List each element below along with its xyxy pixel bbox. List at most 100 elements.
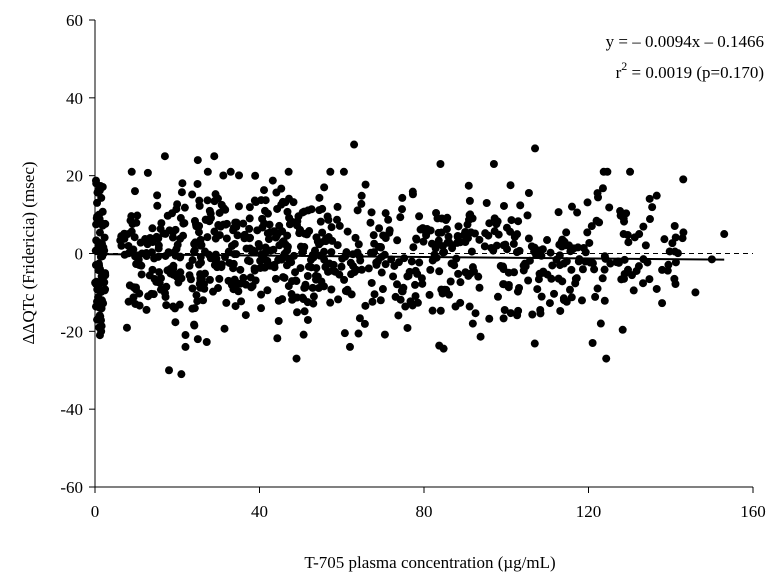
- data-point: [193, 179, 202, 188]
- data-point: [292, 221, 301, 230]
- data-point: [639, 222, 648, 231]
- data-point: [317, 277, 326, 286]
- data-point: [337, 262, 346, 271]
- data-point: [271, 274, 280, 283]
- data-point: [469, 267, 478, 276]
- data-point: [237, 297, 246, 306]
- data-point: [369, 231, 378, 240]
- data-point: [172, 244, 181, 253]
- data-point: [122, 323, 131, 332]
- data-point: [691, 288, 700, 297]
- data-point: [231, 302, 240, 311]
- data-point: [243, 256, 252, 265]
- data-point: [558, 235, 567, 244]
- data-point: [593, 284, 602, 293]
- data-point: [381, 260, 390, 269]
- data-point: [343, 227, 352, 236]
- data-point: [143, 168, 152, 177]
- x-tick-label: 40: [251, 502, 268, 521]
- data-point: [567, 202, 576, 211]
- data-point: [353, 206, 362, 215]
- data-point: [316, 217, 325, 226]
- data-point: [355, 314, 364, 323]
- data-point: [466, 210, 475, 219]
- data-point: [283, 242, 292, 251]
- data-point: [562, 228, 571, 237]
- data-point: [273, 230, 282, 239]
- data-point: [315, 193, 324, 202]
- data-point: [153, 201, 162, 210]
- data-point: [203, 167, 212, 176]
- data-point: [285, 213, 294, 222]
- data-point: [471, 309, 480, 318]
- data-point: [493, 292, 502, 301]
- data-point: [200, 284, 209, 293]
- data-point: [300, 307, 309, 316]
- data-point: [292, 277, 301, 286]
- data-point: [562, 297, 571, 306]
- data-point: [195, 196, 204, 205]
- data-point: [320, 183, 329, 192]
- data-point: [309, 299, 318, 308]
- data-point: [671, 279, 680, 288]
- data-point: [162, 301, 171, 310]
- data-point: [137, 270, 146, 279]
- data-point: [408, 301, 417, 310]
- r-squared-label: r2 = 0.0019 (p=0.170): [616, 59, 764, 82]
- data-point: [246, 273, 255, 282]
- data-point: [153, 191, 162, 200]
- data-point: [222, 234, 231, 243]
- data-point: [670, 221, 679, 230]
- data-point: [475, 235, 484, 244]
- data-point: [300, 283, 309, 292]
- data-point: [564, 241, 573, 250]
- data-point: [159, 229, 168, 238]
- data-point: [425, 290, 434, 299]
- data-point: [578, 265, 587, 274]
- data-point: [95, 228, 104, 237]
- data-point: [97, 272, 106, 281]
- data-point: [196, 274, 205, 283]
- data-point: [234, 287, 243, 296]
- data-point: [172, 272, 181, 281]
- data-point: [137, 261, 146, 270]
- data-point: [413, 269, 422, 278]
- data-point: [131, 299, 140, 308]
- data-point: [426, 265, 435, 274]
- data-point: [465, 196, 474, 205]
- data-point: [587, 222, 596, 231]
- data-point: [366, 218, 375, 227]
- data-point: [331, 267, 340, 276]
- y-tick-label: 60: [66, 11, 83, 30]
- data-point: [190, 321, 199, 330]
- data-point: [334, 295, 343, 304]
- data-point: [574, 257, 583, 266]
- data-point: [624, 238, 633, 247]
- data-point: [415, 212, 424, 221]
- data-point: [98, 221, 107, 230]
- data-point: [117, 232, 126, 241]
- data-point: [178, 179, 187, 188]
- data-point: [180, 203, 189, 212]
- data-point: [547, 274, 556, 283]
- data-point: [325, 259, 334, 268]
- data-point: [171, 225, 180, 234]
- data-point: [510, 268, 519, 277]
- data-point: [375, 224, 384, 233]
- data-point: [96, 316, 105, 325]
- data-point: [390, 261, 399, 270]
- data-point: [345, 342, 354, 351]
- data-point: [245, 203, 254, 212]
- data-point: [257, 304, 266, 313]
- data-point: [605, 203, 614, 212]
- data-point: [289, 198, 298, 207]
- data-point: [565, 285, 574, 294]
- data-point: [459, 231, 468, 240]
- data-point: [193, 297, 202, 306]
- data-point: [261, 243, 270, 252]
- data-point: [194, 228, 203, 237]
- data-point: [144, 292, 153, 301]
- data-point: [648, 203, 657, 212]
- data-point: [293, 308, 302, 317]
- data-point: [251, 171, 260, 180]
